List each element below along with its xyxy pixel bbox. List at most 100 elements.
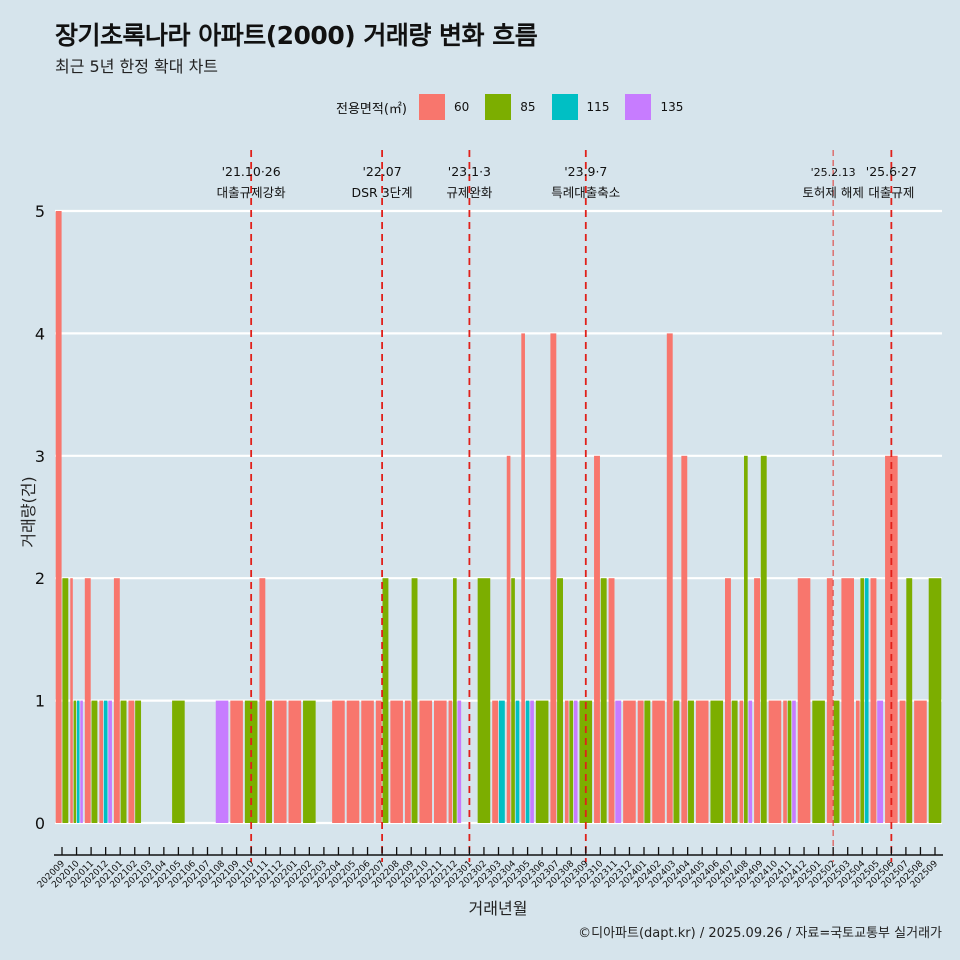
y-tick-label: 4 [35,324,45,343]
bar-202412-60 [797,578,811,823]
bar-202009-85 [62,578,69,823]
event-label: 토허제 해제 [802,185,863,200]
bar-202310-60 [594,455,600,823]
bar-202307-60 [550,333,557,823]
bar-202109-60 [230,700,243,823]
bar-202305-60 [521,333,525,823]
legend-label-60: 60 [453,100,470,114]
bar-202209-85 [411,578,418,823]
bar-202307-85 [557,578,563,823]
bar-202211-60 [434,700,447,823]
bar-202012-60 [99,700,104,823]
bar-202311-60 [608,578,615,823]
legend-item-115: 115 [551,94,626,120]
bar-202506-60 [885,455,898,823]
y-axis: 0 1 2 3 4 5 [35,202,45,833]
bar-202401-60 [637,700,644,823]
bar-202101-60 [113,578,120,823]
bar-202305-135 [530,700,534,823]
event-annotations: '21.10·26 대출규제강화 '22.07 DSR 3단계 '23.1·3 규제완화 '… [217,164,917,200]
bar-202201-60 [288,700,302,823]
bar-202308-60 [564,700,569,823]
bar-202310-85 [600,578,607,823]
bar-202509-85 [928,578,942,823]
event-date: '23.9·7 [564,164,607,179]
bar-202108-135 [215,700,229,823]
bar-202504-85 [860,578,865,823]
event-date: '25.6·27 [866,164,917,179]
bar-202010-135 [80,700,83,823]
bar-202403-85 [673,700,680,823]
chart-title: 장기초록나라 아파트(2000) 거래량 변화 흐름 [55,21,538,50]
y-tick-label: 0 [35,814,45,833]
bar-202205-60 [346,700,360,823]
y-tick-label: 2 [35,569,45,588]
bar-202011-85 [91,700,98,823]
bar-202504-115 [864,578,869,823]
legend-label-85: 85 [520,100,536,114]
bar-202402-60 [652,700,665,823]
bar-202102-85 [135,700,142,823]
bar-202111-85 [266,700,272,823]
bars [55,211,942,823]
bar-202407-85 [731,700,738,823]
bar-202401-85 [644,700,651,823]
x-axis-title: 거래년월 [469,899,528,918]
bar-202409-85 [760,455,767,823]
bar-202111-60 [259,578,266,823]
bar-202505-60 [870,578,877,823]
event-date: '23.1·3 [448,164,491,179]
bar-202406-85 [710,700,724,823]
bar-202209-60 [404,700,411,823]
bar-202208-60 [390,700,403,823]
legend-swatch-85 [485,94,512,120]
legend-label-135: 135 [660,100,684,114]
legend-item-85: 85 [485,94,551,120]
chart-subtitle: 최근 5년 한정 확대 차트 [55,57,219,76]
bar-202408-60 [739,700,744,823]
bar-202210-60 [419,700,433,823]
event-lines [250,150,893,862]
bar-202502-85 [833,700,840,823]
bar-202411-135 [792,700,796,823]
bar-202010-60 [70,578,73,823]
caption: ©디아파트(dapt.kr) / 2025.09.26 / 자료=국토교통부 실… [578,926,942,941]
bar-202212-135 [457,700,462,823]
bar-202012-135 [108,700,112,823]
bar-202110-85 [244,700,258,823]
event-date: '25.2.13 [811,166,856,179]
bar-202308-85 [569,700,574,823]
bar-202408-135 [748,700,753,823]
event-label: 대출규제 [868,185,914,200]
bar-202011-60 [84,578,91,823]
bar-202112-60 [273,700,287,823]
legend-title: 전용면적(㎡) [336,101,407,117]
legend-swatch-115 [551,94,578,120]
bar-202411-85 [787,700,792,823]
y-tick-label: 3 [35,447,45,466]
event-date: '21.10·26 [222,164,281,179]
bar-202105-85 [172,700,185,823]
bar-202410-60 [768,700,782,823]
event-label: 대출규제강화 [217,185,287,200]
bar-202405-60 [695,700,709,823]
bar-202303-115 [498,700,505,823]
bar-202212-60 [448,700,453,823]
bar-202403-60 [666,333,673,823]
bar-202411-60 [783,700,787,823]
legend-item-60: 60 [418,94,485,120]
bar-202012-115 [103,700,108,823]
bar-202404-60 [681,455,688,823]
bar-202207-85 [382,578,389,823]
bar-202507-60 [899,700,906,823]
bar-202202-85 [303,700,316,823]
bar-202504-60 [855,700,860,823]
bar-202502-60 [826,578,833,823]
bar-202408-85 [744,455,748,823]
x-axis: 2020092020102020112020122021012021022021… [36,847,943,890]
event-label: 규제완화 [446,185,493,200]
bar-202407-60 [725,578,731,823]
y-tick-label: 5 [35,202,45,221]
bar-202305-115 [525,700,530,823]
legend: 전용면적(㎡) 60 85 115 135 [336,94,699,120]
